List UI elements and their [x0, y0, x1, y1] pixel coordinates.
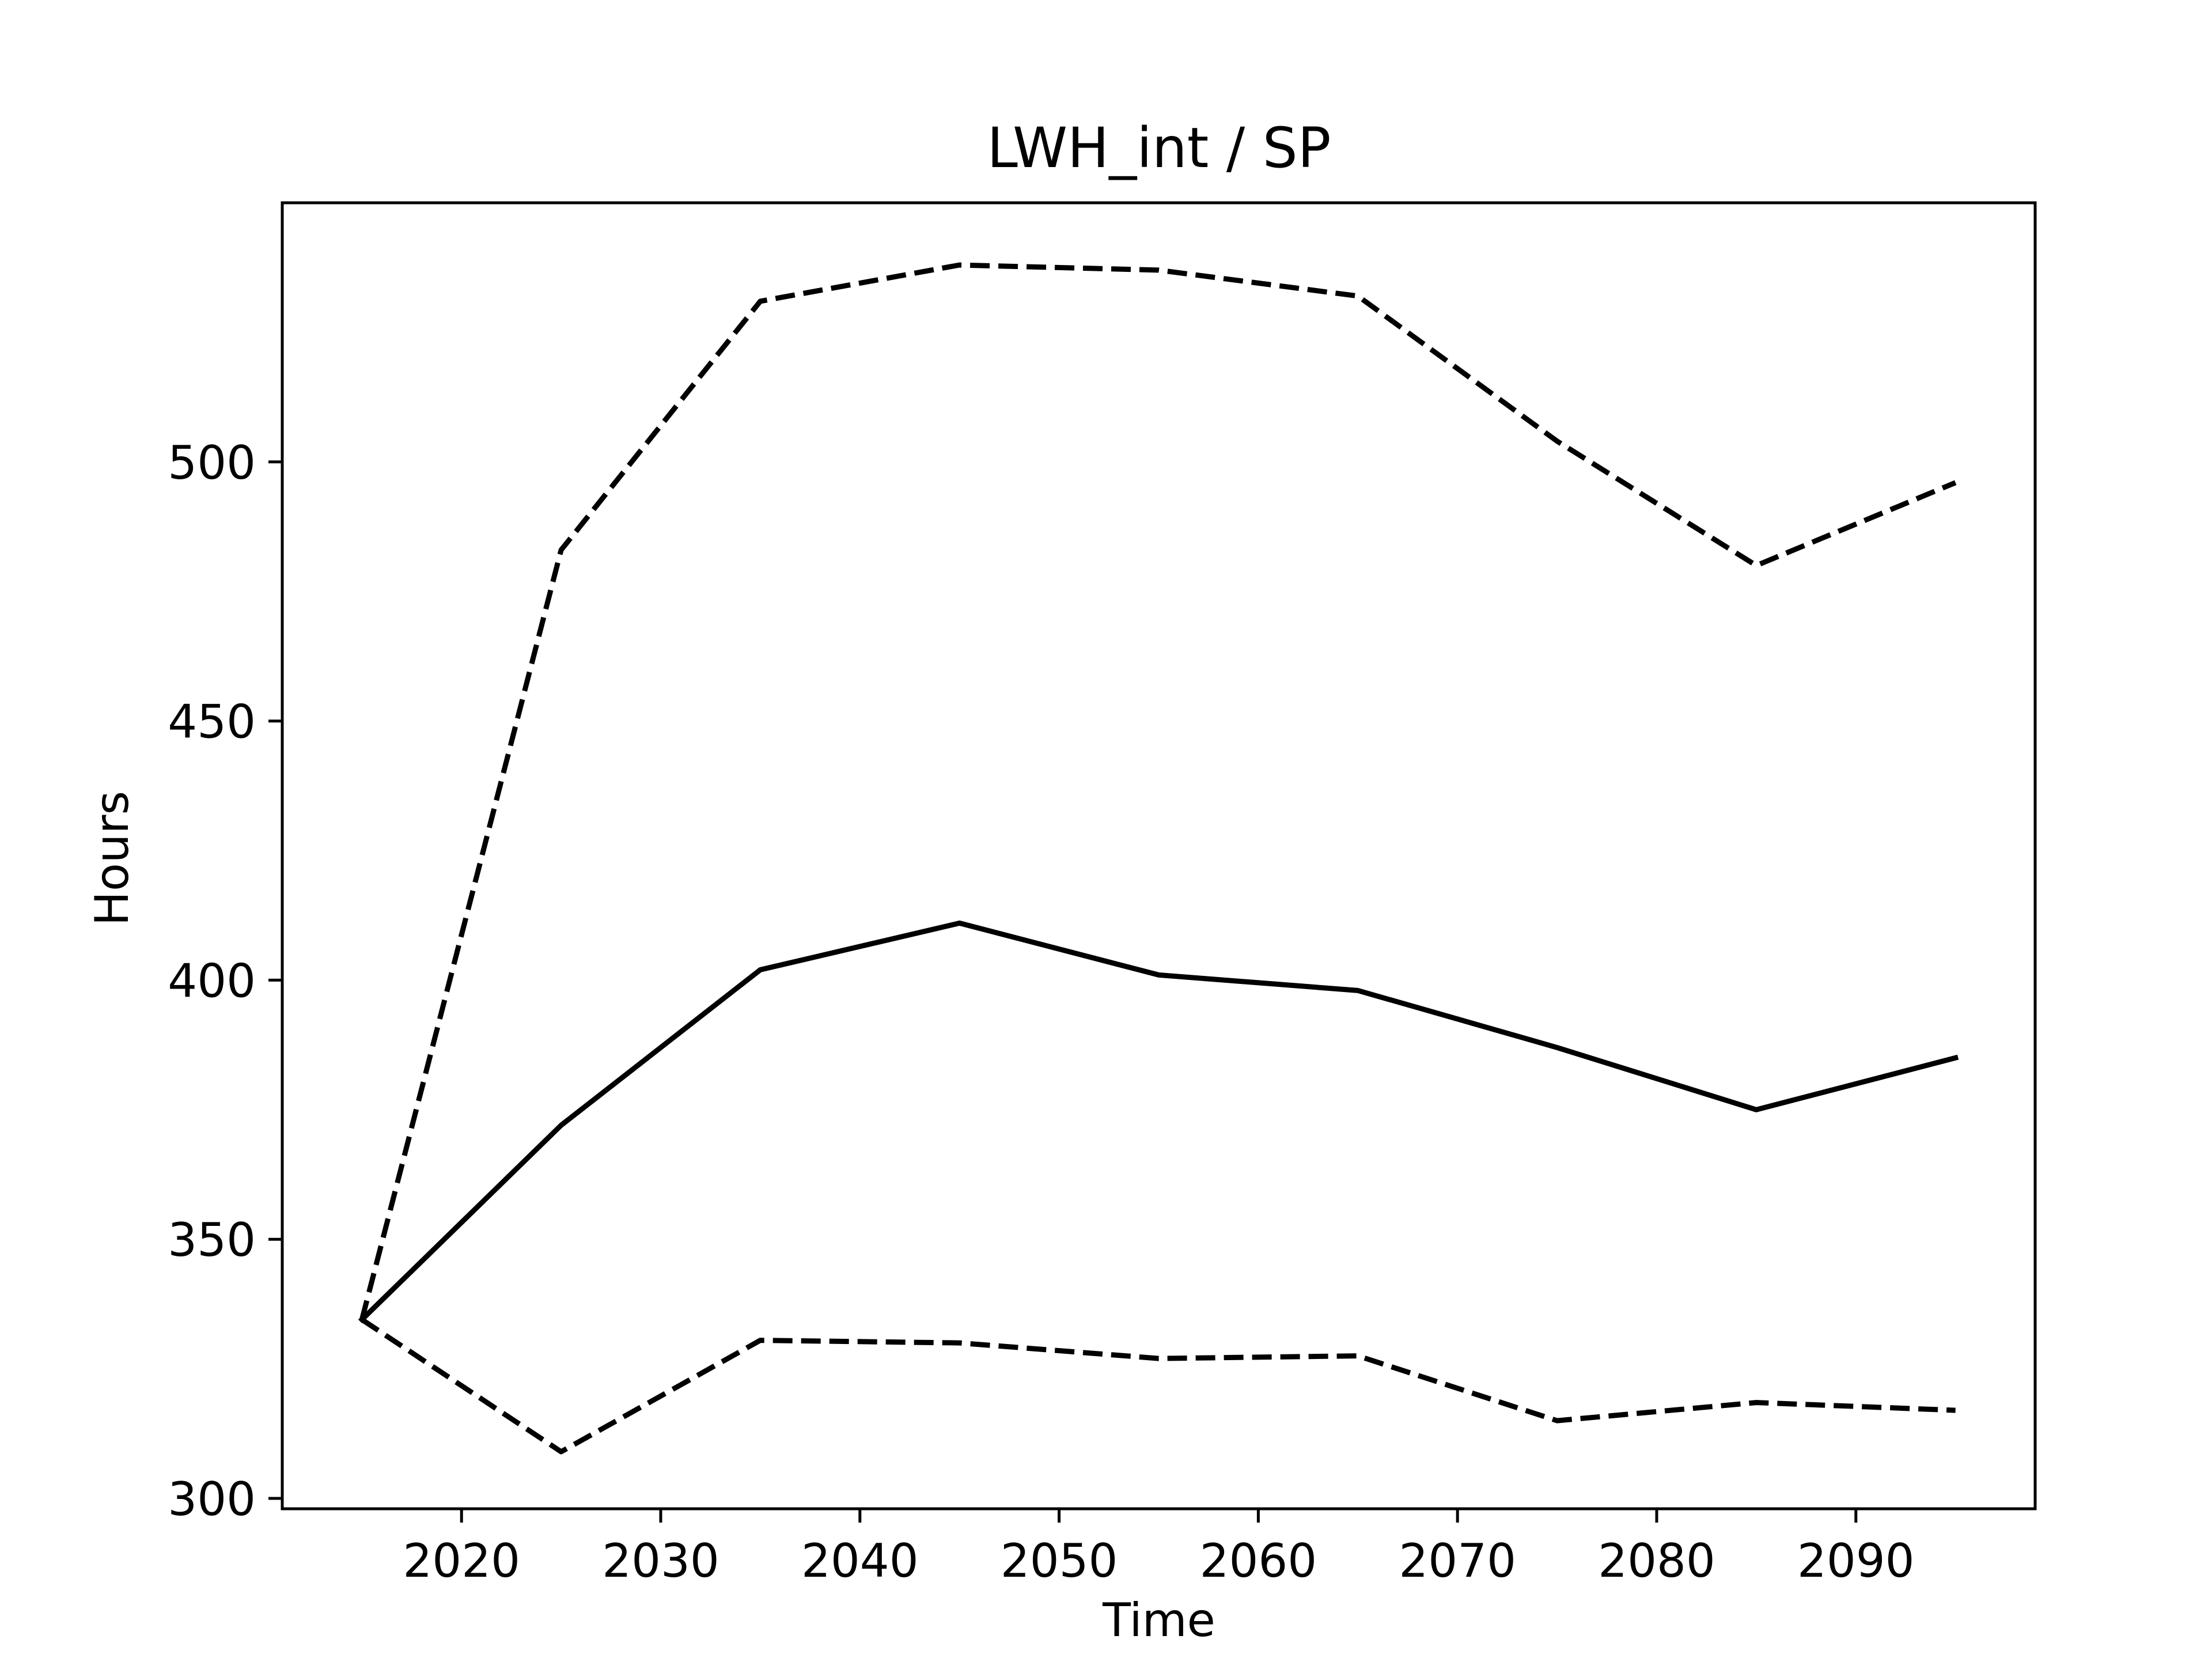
series-line-3: [360, 1317, 1956, 1455]
plot-frame: [281, 201, 2037, 1510]
y-tick-label: 450: [168, 695, 256, 749]
x-tick-label: 2060: [1200, 1534, 1317, 1588]
y-tick-label: 300: [168, 1472, 256, 1526]
x-tick-label: 2020: [403, 1534, 520, 1588]
x-tick-label: 2030: [602, 1534, 719, 1588]
chart-title: LWH_int / SP: [987, 116, 1331, 180]
x-tick-label: 2040: [801, 1534, 919, 1588]
x-axis-label: Time: [1102, 1593, 1215, 1647]
series-line-1: [359, 262, 1957, 1320]
x-tick-label: 2050: [1001, 1534, 1118, 1588]
ticks-layer: 2020 2030 2040 2050 2060 2070 2080 2090 300 350 40…: [168, 436, 1914, 1588]
series-layer: [358, 262, 1959, 1455]
y-tick-label: 500: [168, 436, 256, 490]
x-tick-label: 2080: [1598, 1534, 1715, 1588]
x-tick-label: 2070: [1399, 1534, 1516, 1588]
y-axis-label: Hours: [85, 791, 139, 926]
y-tick-label: 400: [168, 954, 256, 1008]
series-line-2: [358, 920, 1959, 1323]
y-tick-label: 350: [168, 1213, 256, 1267]
x-tick-label: 2090: [1797, 1534, 1915, 1588]
